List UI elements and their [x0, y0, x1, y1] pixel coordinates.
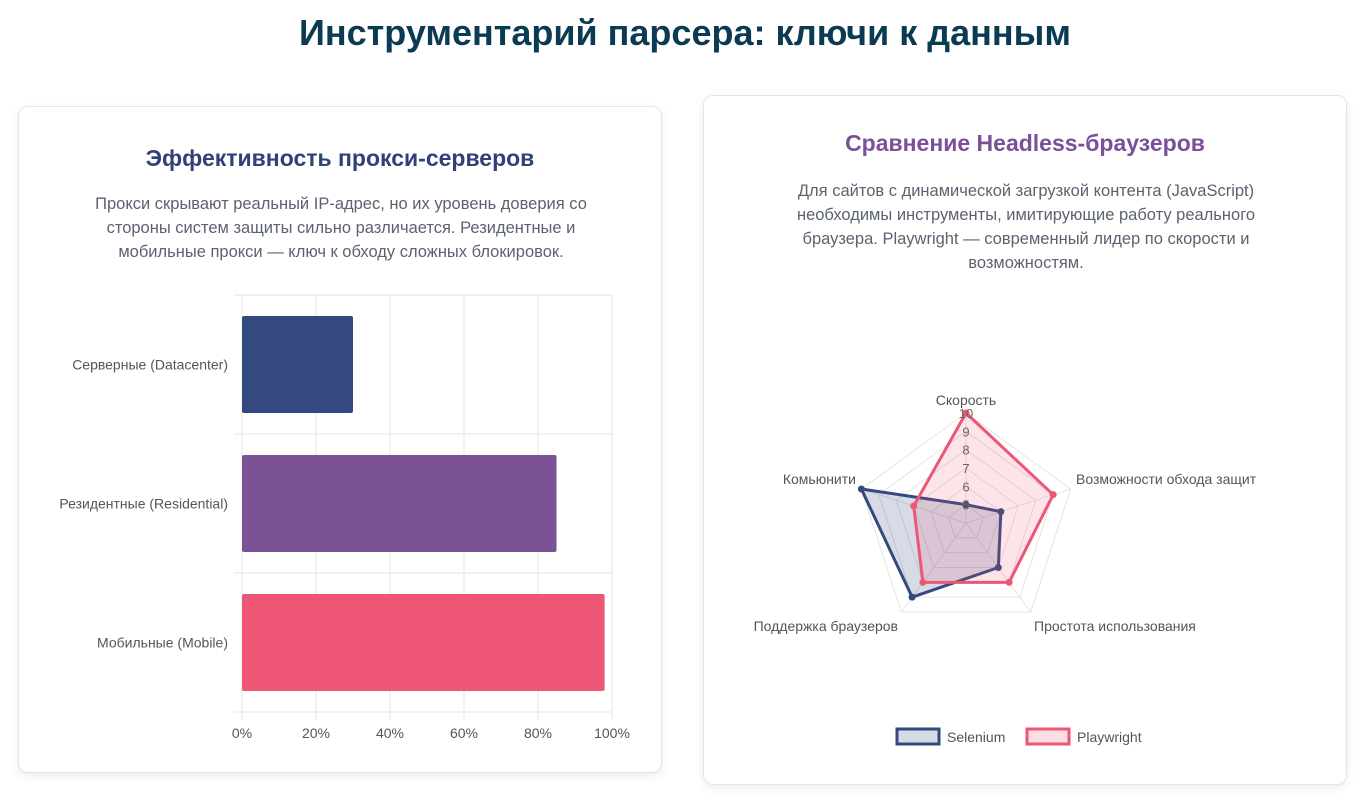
- radar-series-playwright: [912, 411, 1055, 584]
- legend-swatch-selenium: [895, 727, 941, 746]
- legend-swatch-playwright: [1025, 727, 1071, 746]
- proxy-card: Эффективность прокси-серверов Прокси скр…: [18, 106, 662, 773]
- radar-point: [910, 502, 918, 510]
- radar-axis-label: Комьюнити: [783, 471, 856, 487]
- radar-grid-ring: [913, 467, 1019, 568]
- x-tick-label: 60%: [450, 725, 478, 741]
- radar-tick-label: 8: [962, 443, 969, 458]
- proxy-bar-chart: Серверные (Datacenter) Резидентные (Resid…: [59, 294, 630, 741]
- y-tick-label: Резидентные (Residential): [59, 496, 228, 512]
- legend-label-selenium: Selenium: [947, 729, 1005, 745]
- x-tick-label: 20%: [302, 725, 330, 741]
- radar-point: [962, 409, 970, 417]
- radar-point: [997, 508, 1005, 516]
- radar-grid-ring: [947, 504, 985, 539]
- bar: [242, 455, 557, 552]
- radar-axis-label: Скорость: [936, 392, 996, 408]
- x-tick-label: 80%: [524, 725, 552, 741]
- y-tick-label: Мобильные (Mobile): [97, 635, 228, 651]
- x-tick-label: 100%: [594, 725, 630, 741]
- radar-point: [919, 578, 927, 586]
- radar-axis-label: Возможности обхода защит: [1076, 471, 1257, 487]
- radar-axis-label: Простота использования: [1034, 618, 1196, 634]
- radar-axis-label: Поддержка браузеров: [754, 618, 898, 634]
- radar-grid-ring: [930, 485, 1002, 554]
- radar-tick-label: 9: [962, 424, 969, 439]
- x-tick-label: 40%: [376, 725, 404, 741]
- legend-label-playwright: Playwright: [1077, 729, 1142, 745]
- radar-tick-label: 10: [959, 406, 973, 421]
- browser-card: Сравнение Headless-браузеров Для сайтов …: [703, 95, 1347, 785]
- proxy-card-description: Прокси скрывают реальный IP-адрес, но их…: [95, 195, 587, 261]
- radar-point: [1005, 578, 1013, 586]
- y-tick-label: Серверные (Datacenter): [72, 357, 228, 373]
- radar-point: [857, 485, 865, 493]
- radar-grid-ring: [860, 412, 1072, 613]
- page-title: Инструментарий парсера: ключи к данным: [299, 12, 1071, 53]
- x-tick-label: 0%: [232, 725, 252, 741]
- browser-card-description: Для сайтов с динамической загрузкой конт…: [796, 182, 1256, 272]
- radar-point: [994, 563, 1002, 571]
- radar-point: [908, 593, 916, 601]
- radar-tick-label: 6: [962, 479, 969, 494]
- radar-tick-label: 7: [962, 461, 969, 476]
- radar-point: [962, 501, 970, 509]
- proxy-card-title: Эффективность прокси-серверов: [145, 145, 535, 171]
- radar-tick-label: 5: [962, 498, 969, 513]
- radar-point: [1049, 491, 1057, 499]
- browser-card-title: Сравнение Headless-браузеров: [845, 130, 1205, 156]
- bar: [242, 594, 605, 691]
- bar: [242, 316, 353, 413]
- radar-grid-ring: [878, 430, 1054, 598]
